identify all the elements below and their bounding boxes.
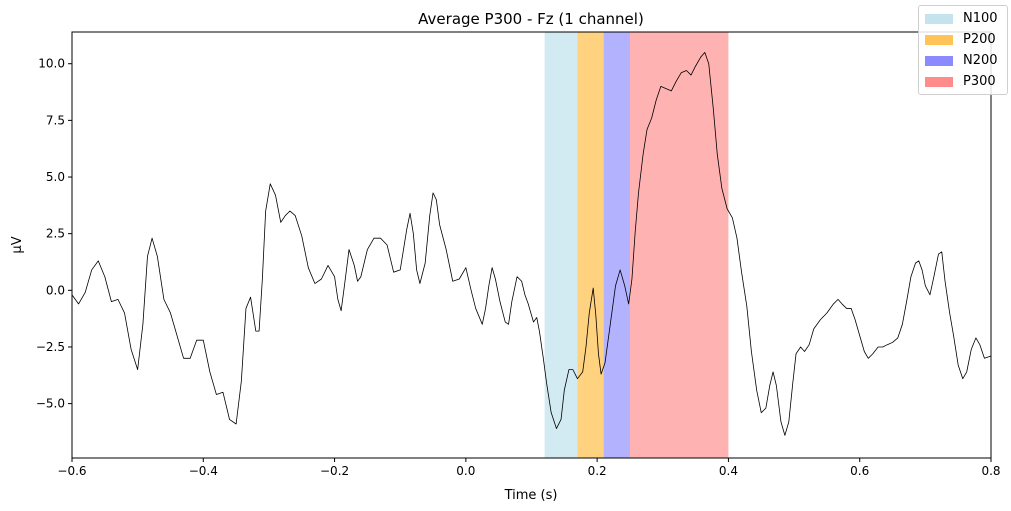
y-tick-label: 0.0 (46, 283, 65, 297)
chart-title: Average P300 - Fz (1 channel) (418, 10, 644, 28)
legend-swatch (925, 77, 953, 87)
legend-swatch (925, 35, 953, 45)
y-tick-label: −5.0 (36, 397, 65, 411)
x-tick-label: 0.4 (719, 464, 738, 478)
x-tick-label: 0.8 (981, 464, 1000, 478)
region-n100 (544, 32, 578, 458)
y-tick-label: 10.0 (38, 57, 65, 71)
y-axis-label: µV (10, 236, 25, 253)
series-layer (71, 51, 992, 436)
legend-item-p300: P300 (925, 73, 1005, 91)
x-tick-label: 0.0 (456, 464, 475, 478)
legend-swatch (925, 56, 953, 66)
legend-item-n200: N200 (925, 52, 1005, 70)
region-p200 (577, 32, 604, 458)
plot-frame (71, 31, 992, 459)
region-p300 (629, 32, 729, 458)
y-tick-label: −2.5 (36, 340, 65, 354)
x-tick-label: 0.6 (850, 464, 869, 478)
x-tick-label: 0.2 (588, 464, 607, 478)
legend-label: P200 (963, 32, 996, 47)
y-tick-label: 7.5 (46, 113, 65, 127)
x-tick-label: −0.2 (320, 464, 349, 478)
legend-item-p200: P200 (925, 31, 1005, 49)
y-tick-label: 5.0 (46, 170, 65, 184)
x-axis-label: Time (s) (504, 488, 558, 503)
legend-item-n100: N100 (925, 10, 1005, 28)
y-tick-label: 2.5 (46, 227, 65, 241)
legend: N100 P200 N200 P300 (918, 5, 1008, 95)
component-regions (544, 32, 729, 458)
legend-label: N100 (963, 11, 998, 26)
legend-label: P300 (963, 74, 996, 89)
legend-swatch (925, 14, 953, 24)
x-tick-label: −0.6 (57, 464, 86, 478)
x-tick-label: −0.4 (189, 464, 218, 478)
region-n200 (603, 32, 630, 458)
x-axis-ticks: −0.6 −0.4 −0.2 0.0 0.2 0.4 0.6 0.8 (57, 458, 1001, 478)
y-axis-ticks: −5.0 −2.5 0.0 2.5 5.0 7.5 10.0 (36, 57, 72, 411)
series-line-0 (71, 51, 992, 436)
legend-label: N200 (963, 53, 998, 68)
